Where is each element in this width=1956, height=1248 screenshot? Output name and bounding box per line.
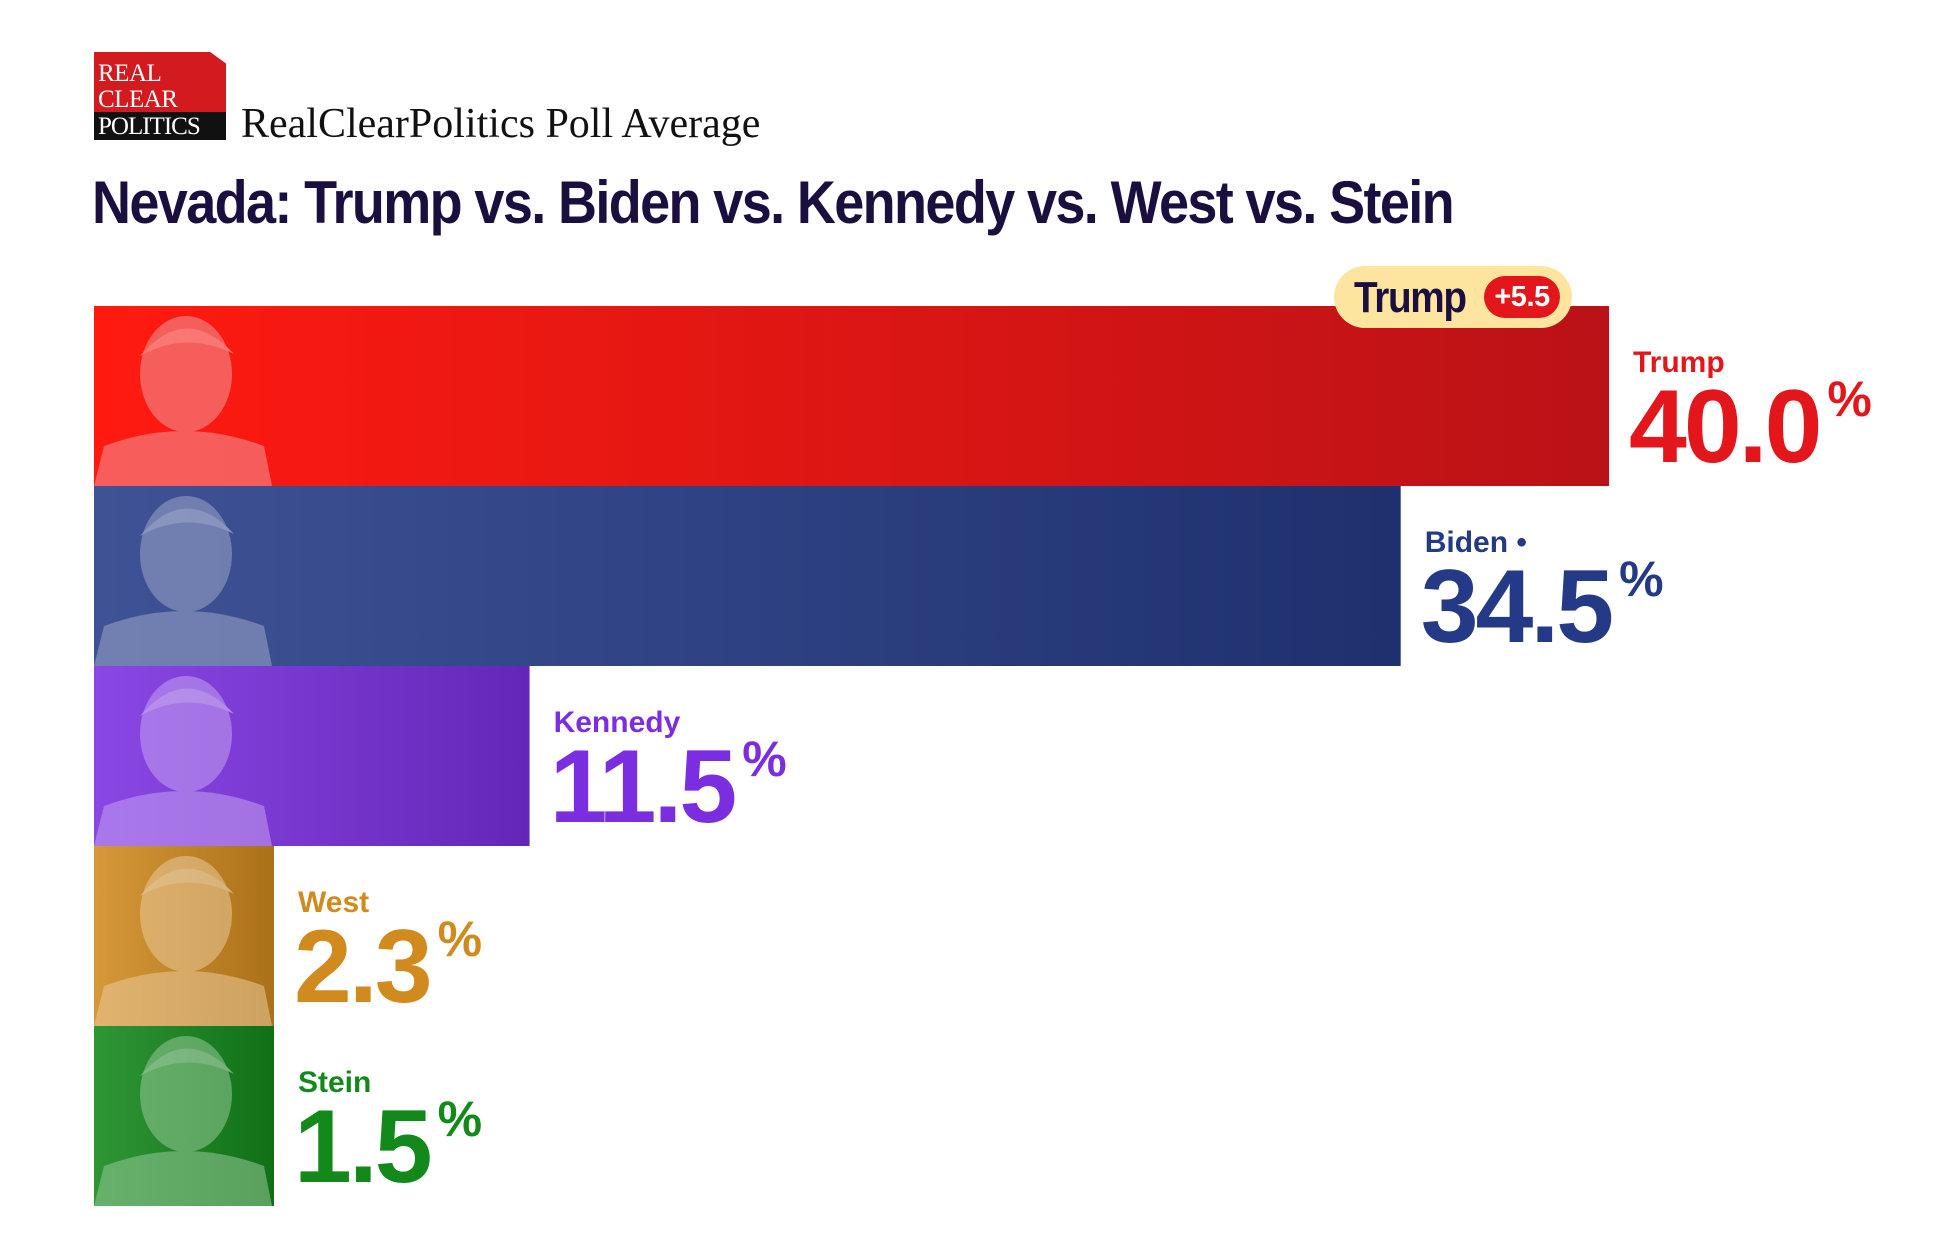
value-west: 2.3 xyxy=(294,909,430,1025)
logo-line-3: POLITICS xyxy=(98,113,201,140)
label-stein: Stein xyxy=(298,1066,371,1099)
rcp-logo: REAL CLEAR POLITICS xyxy=(94,52,226,140)
value-stein: 1.5 xyxy=(294,1089,430,1205)
chart-header: REAL CLEAR POLITICS RealClearPolitics Po… xyxy=(94,52,1494,146)
label-biden: Biden • xyxy=(1425,526,1527,559)
value-kennedy: 11.5 xyxy=(550,729,735,845)
unit-west: % xyxy=(438,911,482,967)
unit-kennedy: % xyxy=(742,731,786,787)
chart-title: Nevada: Trump vs. Biden vs. Kennedy vs. … xyxy=(92,169,1455,236)
unit-stein: % xyxy=(438,1091,482,1147)
portrait-trump xyxy=(94,316,272,486)
leader-name: Trump xyxy=(1354,273,1467,322)
label-kennedy: Kennedy xyxy=(554,706,681,739)
logo-line-2: CLEAR xyxy=(98,86,178,113)
chart-subtitle: RealClearPolitics Poll Average xyxy=(241,101,761,147)
label-west: West xyxy=(298,886,369,919)
unit-trump: % xyxy=(1827,371,1871,427)
value-biden: 34.5 xyxy=(1421,549,1612,665)
bar-biden xyxy=(94,486,1401,666)
leader-margin: +5.5 xyxy=(1484,276,1560,318)
logo-line-1: REAL xyxy=(98,60,162,87)
portrait-west xyxy=(94,856,272,1026)
label-trump: Trump xyxy=(1633,346,1725,379)
portrait-kennedy xyxy=(94,676,272,846)
unit-biden: % xyxy=(1619,551,1663,607)
logo-band xyxy=(94,112,226,140)
portrait-biden xyxy=(94,496,272,666)
portrait-stein xyxy=(94,1036,272,1206)
value-trump: 40.0 xyxy=(1629,369,1819,485)
leader-badge: Trump +5.5 xyxy=(1334,266,1572,328)
bar-trump xyxy=(94,306,1609,486)
